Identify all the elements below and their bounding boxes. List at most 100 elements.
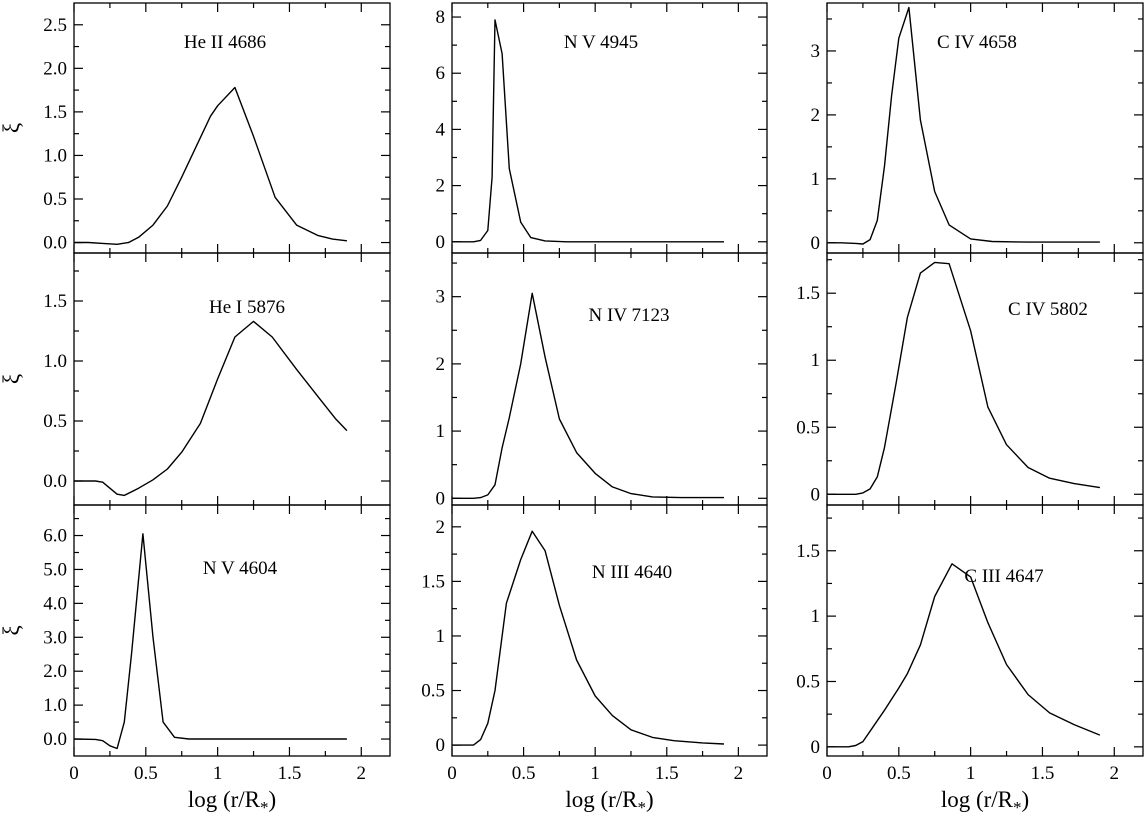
y-tick-label: 0.0 [43,729,67,750]
panel-c-iv-5802: 0 0.5 1 1.5 C IV 5802 [796,252,1144,506]
y-tick-label: 0.5 [796,417,820,438]
y-tick-label: 1 [811,350,821,371]
x-tick-label: 0.5 [134,763,158,784]
y-tick-label: 0 [436,232,446,253]
x-tick-label: 0.5 [512,763,536,784]
y-tick-label: 8 [436,7,446,28]
axis-frame [73,504,391,757]
y-tick-label: 0.5 [43,411,67,432]
y-tick-label: 1.0 [43,351,67,372]
x-tick-label: 0 [447,763,457,784]
y-tick-label: 0.0 [43,233,67,254]
x-tick-label: 1 [213,763,223,784]
y-tick-label: 3 [436,287,446,308]
y-tick-label: 2.0 [43,58,67,79]
y-tick-label: 4 [436,119,446,140]
y-tick-label: 1.5 [796,283,820,304]
y-tick-label: 0 [811,737,821,758]
panel-c-iv-4658: 0 1 2 3 C IV 4658 [811,2,1144,254]
panel-c-iii-4647: 0 0.5 1 1.5 0 0.5 1 1.5 2 log (r/R*) C III 4647 [796,504,1144,817]
axis-frame [451,252,768,506]
y-axis-label: ξ [0,123,24,133]
axis-frame [73,252,391,506]
series-line-c-iv-4658 [827,6,1100,245]
x-axis-label-close: ) [1022,787,1030,812]
series-line-n-iv-7123 [452,292,724,499]
series-line-he-ii-4686 [74,86,347,246]
x-tick-label: 1 [590,763,600,784]
x-axis-label-main: log (r/R [188,787,261,812]
y-axis-label: ξ [0,374,24,384]
panel-title: C IV 4658 [937,32,1017,53]
y-tick-label: 6.0 [43,526,67,547]
y-tick-label: 0 [436,488,446,509]
x-axis-label-main: log (r/R [565,787,638,812]
y-tick-label: 0.5 [796,671,820,692]
panel-title: N V 4604 [203,558,278,579]
y-tick-label: 5.0 [43,559,67,580]
y-tick-label: 0.5 [421,681,445,702]
panel-title: N III 4640 [592,562,672,583]
x-tick-label: 2 [1110,763,1120,784]
x-tick-label: 0 [69,763,79,784]
y-tick-label: 2 [811,105,821,126]
x-tick-label: 1.5 [1031,763,1055,784]
y-tick-label: 1 [436,626,446,647]
y-tick-label: 1.5 [43,102,67,123]
y-tick-label: 2 [436,354,446,375]
y-tick-label: 0 [811,233,821,254]
y-tick-label: 1.5 [421,571,445,592]
panel-title: N IV 7123 [589,305,670,326]
y-tick-label: 0 [811,484,821,505]
y-tick-label: 1.5 [43,291,67,312]
axis-frame [451,504,768,757]
panel-n-iv-7123: 0 1 2 3 N IV 7123 [436,252,768,509]
y-tick-label: 6 [436,63,446,84]
x-axis-label-subscript: * [638,798,647,817]
x-axis-label-subscript: * [1013,798,1022,817]
panel-title: He II 4686 [184,32,266,53]
x-axis-label-subscript: * [260,798,269,817]
panel-he-i-5876: 0.0 0.5 1.0 1.5 ξ He I 5876 [0,252,391,506]
x-tick-label: 0 [822,763,832,784]
x-axis-label-close: ) [646,787,654,812]
series-line-he-i-5876 [74,320,348,497]
y-tick-label: 2.5 [43,15,67,36]
panel-n-v-4604: 0.0 1.0 2.0 3.0 4.0 5.0 6.0 0 0.5 1 1.5 2 ξ log (r/R*… [0,504,391,817]
y-tick-label: 2 [436,517,446,538]
y-tick-label: 4.0 [43,593,67,614]
x-tick-label: 2 [734,763,744,784]
y-tick-label: 1.0 [43,695,67,716]
series-line-n-iii-4640 [452,530,725,746]
x-tick-label: 2 [357,763,367,784]
y-tick-label: 3 [811,41,821,62]
y-tick-label: 0 [436,735,446,756]
y-tick-label: 2 [436,176,446,197]
y-tick-label: 0.5 [43,189,67,210]
panel-he-ii-4686: 0.0 0.5 1.0 1.5 2.0 2.5 ξ He II 4686 [0,2,391,254]
series-line-n-v-4604 [73,533,347,750]
y-tick-label: 1 [811,606,821,627]
axis-frame [826,252,1144,506]
y-tick-label: 1.5 [796,541,820,562]
panel-n-iii-4640: 0 0.5 1 1.5 2 0 0.5 1 1.5 2 log (r/R*) N III 4640 [421,504,768,817]
x-tick-label: 0.5 [887,763,911,784]
x-axis-label-main: log (r/R [941,787,1014,812]
panel-title: C IV 5802 [1008,299,1088,320]
x-tick-label: 1 [966,763,976,784]
panel-title: C III 4647 [964,566,1043,587]
series-line-c-iv-5802 [827,261,1101,495]
panel-title: He I 5876 [209,297,285,318]
y-tick-label: 2.0 [43,661,67,682]
y-tick-label: 1.0 [43,145,67,166]
panel-title: N V 4945 [564,32,638,53]
series-line-n-v-4945 [452,19,724,243]
y-tick-label: 1 [811,169,821,190]
x-axis-label: log (r/R*) [565,787,653,817]
panel-n-v-4945: 0 2 4 6 8 N V 4945 [436,2,768,254]
x-axis-label: log (r/R*) [941,787,1029,817]
y-axis-label: ξ [0,625,24,635]
series-line-c-iii-4647 [827,563,1101,748]
